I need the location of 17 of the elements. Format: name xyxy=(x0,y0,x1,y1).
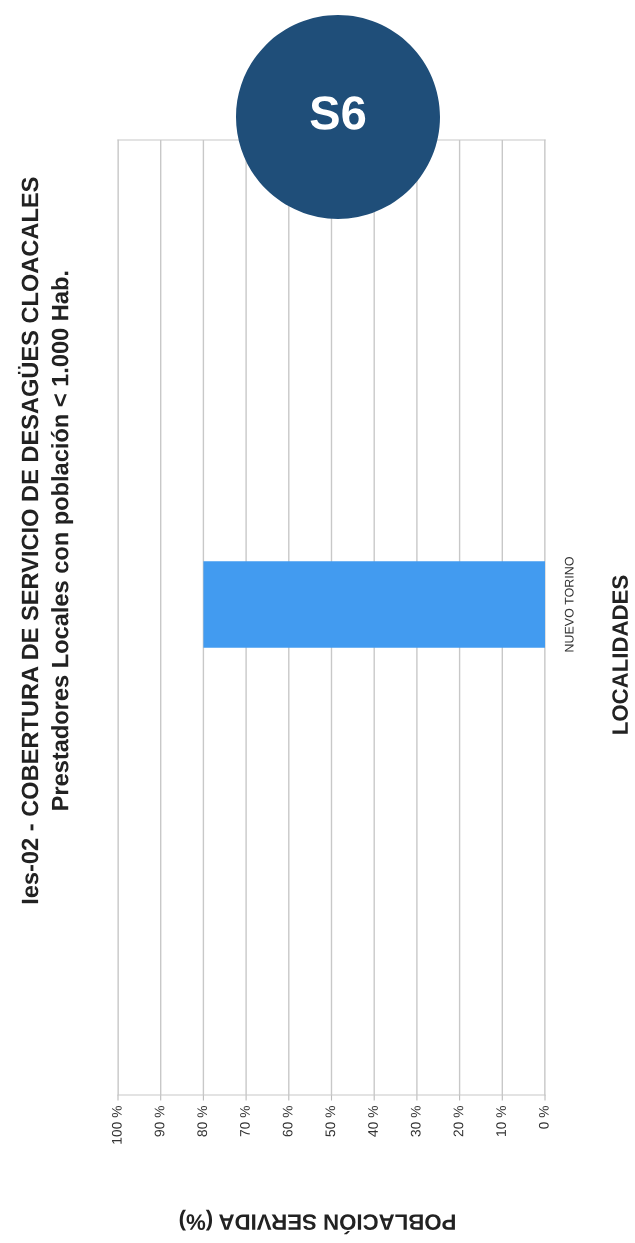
x-tick-label: 80 % xyxy=(197,1105,208,1137)
x-tick-label: 30 % xyxy=(410,1105,421,1137)
text: Prestadores Locales con población < 1.000 Hab. xyxy=(50,271,74,810)
y-axis-title: LOCALIDADES xyxy=(612,575,628,734)
text: Ies-02 - COBERTURA DE SERVICIO DE DESAGÜES CLOACALES xyxy=(17,177,39,904)
x-tick-label: 100 % xyxy=(111,1105,122,1144)
x-tick-label: 90 % xyxy=(154,1105,165,1137)
x-tick-label: 10 % xyxy=(496,1105,507,1137)
x-tick-label: 70 % xyxy=(239,1105,250,1137)
text: S6 xyxy=(310,96,366,130)
x-tick-label: 40 % xyxy=(368,1105,378,1137)
x-tick-label: 20 % xyxy=(453,1105,464,1137)
x-tick-label: 50 % xyxy=(325,1105,336,1137)
x-tick-label: 0 % xyxy=(538,1105,549,1129)
x-tick-label: 60 % xyxy=(282,1105,293,1137)
y-tick-label: NUEVO TORINO xyxy=(564,557,574,652)
x-axis-title: POBLACIÓN SERVIDA (%) xyxy=(179,1209,455,1235)
